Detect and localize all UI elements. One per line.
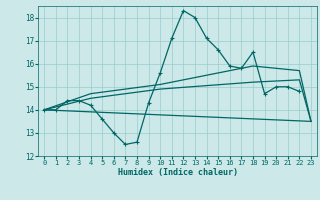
X-axis label: Humidex (Indice chaleur): Humidex (Indice chaleur) xyxy=(118,168,238,177)
